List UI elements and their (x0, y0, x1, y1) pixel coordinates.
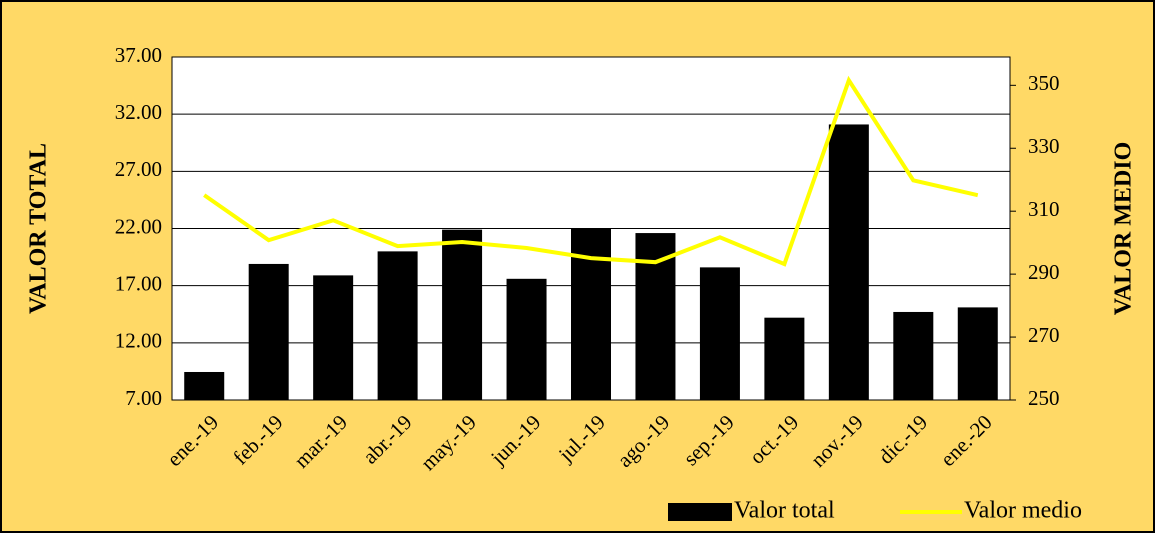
bar (184, 371, 225, 400)
bar (248, 263, 289, 400)
y-tick-label: 37.00 (115, 43, 162, 67)
bar (377, 251, 418, 400)
legend-label: Valor total (734, 498, 835, 524)
bar (699, 267, 740, 400)
bar (764, 317, 805, 400)
legend-label: Valor medio (964, 498, 1082, 524)
bar (828, 124, 869, 400)
y2-tick-label: 290 (1028, 260, 1060, 284)
bar (506, 278, 547, 400)
bar (442, 229, 483, 400)
bar (957, 307, 998, 400)
bar (313, 275, 354, 400)
y2-tick-label: 350 (1028, 71, 1060, 95)
y-tick-label: 17.00 (115, 271, 162, 295)
y-tick-label: 32.00 (115, 100, 162, 124)
y2-tick-label: 330 (1028, 134, 1060, 158)
y-tick-label: 22.00 (115, 214, 162, 238)
y2-tick-label: 270 (1028, 323, 1060, 347)
bar (893, 311, 934, 400)
y2-tick-label: 310 (1028, 197, 1060, 221)
legend-swatch (668, 503, 732, 521)
y-tick-label: 27.00 (115, 157, 162, 181)
y2-tick-label: 250 (1028, 386, 1060, 410)
line (203, 75, 979, 267)
y-tick-label: 7.00 (125, 386, 162, 410)
y-axis-title: VALOR TOTAL (26, 143, 52, 314)
y2-axis-title: VALOR MEDIO (1111, 142, 1137, 316)
y-tick-label: 12.00 (115, 329, 162, 353)
